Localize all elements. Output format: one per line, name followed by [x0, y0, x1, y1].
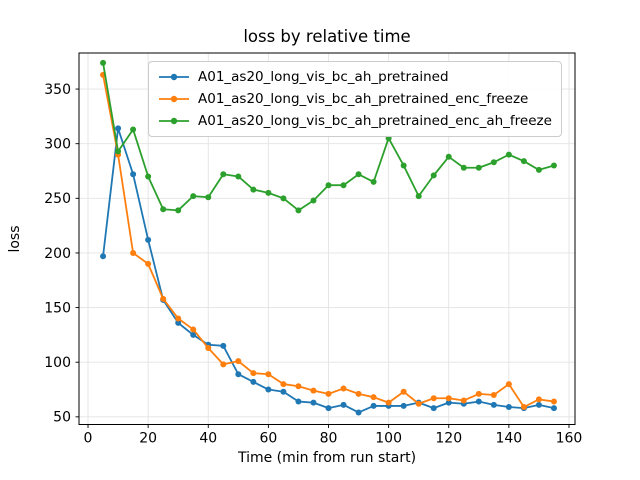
svg-text:150: 150 — [44, 300, 71, 316]
svg-text:300: 300 — [44, 136, 71, 152]
legend-line-marker-icon — [159, 73, 189, 81]
svg-text:80: 80 — [320, 431, 338, 447]
legend-label: A01_as20_long_vis_bc_ah_pretrained_enc_a… — [198, 113, 552, 129]
svg-text:120: 120 — [435, 431, 462, 447]
svg-text:140: 140 — [495, 431, 522, 447]
svg-text:20: 20 — [139, 431, 157, 447]
svg-text:50: 50 — [53, 410, 71, 426]
legend-label: A01_as20_long_vis_bc_ah_pretrained_enc_f… — [198, 91, 529, 107]
svg-text:350: 350 — [44, 82, 71, 98]
legend-entry-enc-freeze: A01_as20_long_vis_bc_ah_pretrained_enc_f… — [157, 89, 552, 109]
legend-line-marker-icon — [159, 117, 189, 125]
chart-title: loss by relative time — [243, 27, 411, 46]
svg-text:250: 250 — [44, 191, 71, 207]
svg-text:200: 200 — [44, 246, 71, 262]
svg-text:160: 160 — [556, 431, 583, 447]
svg-text:100: 100 — [44, 355, 71, 371]
svg-text:0: 0 — [84, 431, 93, 447]
y-axis-label: loss — [7, 225, 23, 253]
legend-label: A01_as20_long_vis_bc_ah_pretrained — [198, 69, 449, 85]
legend: A01_as20_long_vis_bc_ah_pretrained A01_a… — [148, 61, 562, 137]
svg-text:40: 40 — [199, 431, 217, 447]
svg-text:60: 60 — [259, 431, 277, 447]
svg-text:100: 100 — [375, 431, 402, 447]
legend-entry-enc-ah-freeze: A01_as20_long_vis_bc_ah_pretrained_enc_a… — [157, 111, 552, 131]
x-axis-label: Time (min from run start) — [237, 450, 417, 466]
legend-entry-pretrained: A01_as20_long_vis_bc_ah_pretrained — [157, 67, 552, 87]
legend-line-marker-icon — [159, 95, 189, 103]
